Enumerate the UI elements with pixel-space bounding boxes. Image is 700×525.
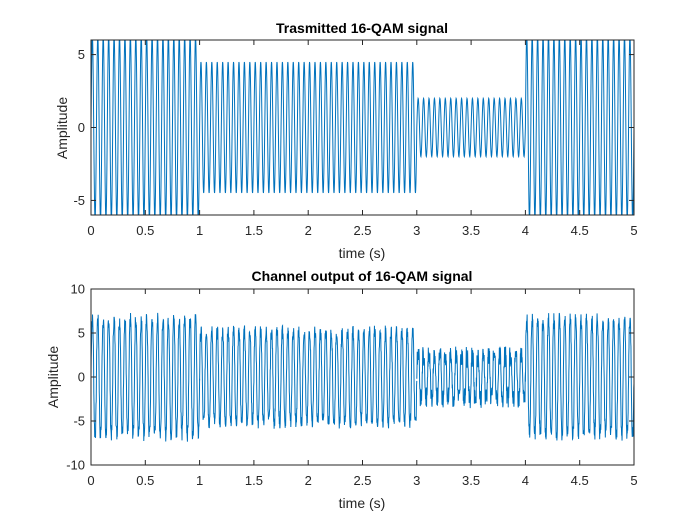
x-tick-label: 0 xyxy=(87,473,94,488)
signal-line-segment xyxy=(416,346,526,409)
x-tick-label: 5 xyxy=(630,223,637,238)
signal-line-segment xyxy=(91,312,201,442)
x-tick-label: 1 xyxy=(196,473,203,488)
x-tick-label: 4.5 xyxy=(571,473,589,488)
y-tick-label: 0 xyxy=(78,370,85,385)
signal-line-segment xyxy=(91,40,201,215)
y-tick-label: 0 xyxy=(78,120,85,135)
x-tick-label: 1.5 xyxy=(245,223,263,238)
x-tick-label: 1 xyxy=(196,223,203,238)
signal-line-segment xyxy=(524,312,634,442)
x-tick-label: 3 xyxy=(413,223,420,238)
signal-line-segment xyxy=(416,96,526,159)
y-tick-label: -5 xyxy=(73,414,85,429)
y-tick-label: -5 xyxy=(73,193,85,208)
signal-line-segment xyxy=(524,40,634,215)
x-axis-label: time (s) xyxy=(339,495,386,511)
x-tick-label: 4.5 xyxy=(571,223,589,238)
ticks: 0 0.5 1 1.5 2 2.5 3 3.5 4 4.5 5 -10 -5 0 5 10 xyxy=(66,282,637,489)
x-tick-label: 5 xyxy=(630,473,637,488)
x-axis-label: time (s) xyxy=(339,245,386,261)
axes-box xyxy=(90,39,635,216)
x-tick-label: 2 xyxy=(305,223,312,238)
x-tick-label: 3.5 xyxy=(462,473,480,488)
y-tick-label: 5 xyxy=(78,47,85,62)
x-tick-label: 4 xyxy=(522,223,529,238)
signal-marks xyxy=(91,40,634,215)
x-tick-label: 2.5 xyxy=(353,223,371,238)
signal-line-segment xyxy=(199,324,418,429)
x-tick-label: 3 xyxy=(413,473,420,488)
x-tick-label: 2 xyxy=(305,473,312,488)
signal-line-segment xyxy=(199,61,418,194)
x-tick-label: 3.5 xyxy=(462,223,480,238)
y-axis-label: Amplitude xyxy=(54,97,70,159)
axes-box xyxy=(90,288,635,466)
transmitted-signal-plot: Trasmitted 16-QAM signal 0 0.5 1 1.5 2 2.5 3 3.… xyxy=(54,20,638,261)
x-tick-label: 1.5 xyxy=(245,473,263,488)
x-tick-label: 2.5 xyxy=(353,473,371,488)
x-tick-label: 0 xyxy=(87,223,94,238)
x-tick-label: 0.5 xyxy=(136,223,154,238)
plot-title: Trasmitted 16-QAM signal xyxy=(276,20,448,36)
x-tick-label: 0.5 xyxy=(136,473,154,488)
y-tick-label: -10 xyxy=(66,458,85,473)
signal-marks xyxy=(91,312,634,442)
y-axis-label: Amplitude xyxy=(45,346,61,408)
channel-output-plot: Channel output of 16-QAM signal 0 0.5 1 1.5… xyxy=(45,268,638,511)
y-tick-label: 5 xyxy=(78,326,85,341)
x-tick-label: 4 xyxy=(522,473,529,488)
y-tick-label: 10 xyxy=(71,282,85,297)
plot-title: Channel output of 16-QAM signal xyxy=(252,268,473,284)
